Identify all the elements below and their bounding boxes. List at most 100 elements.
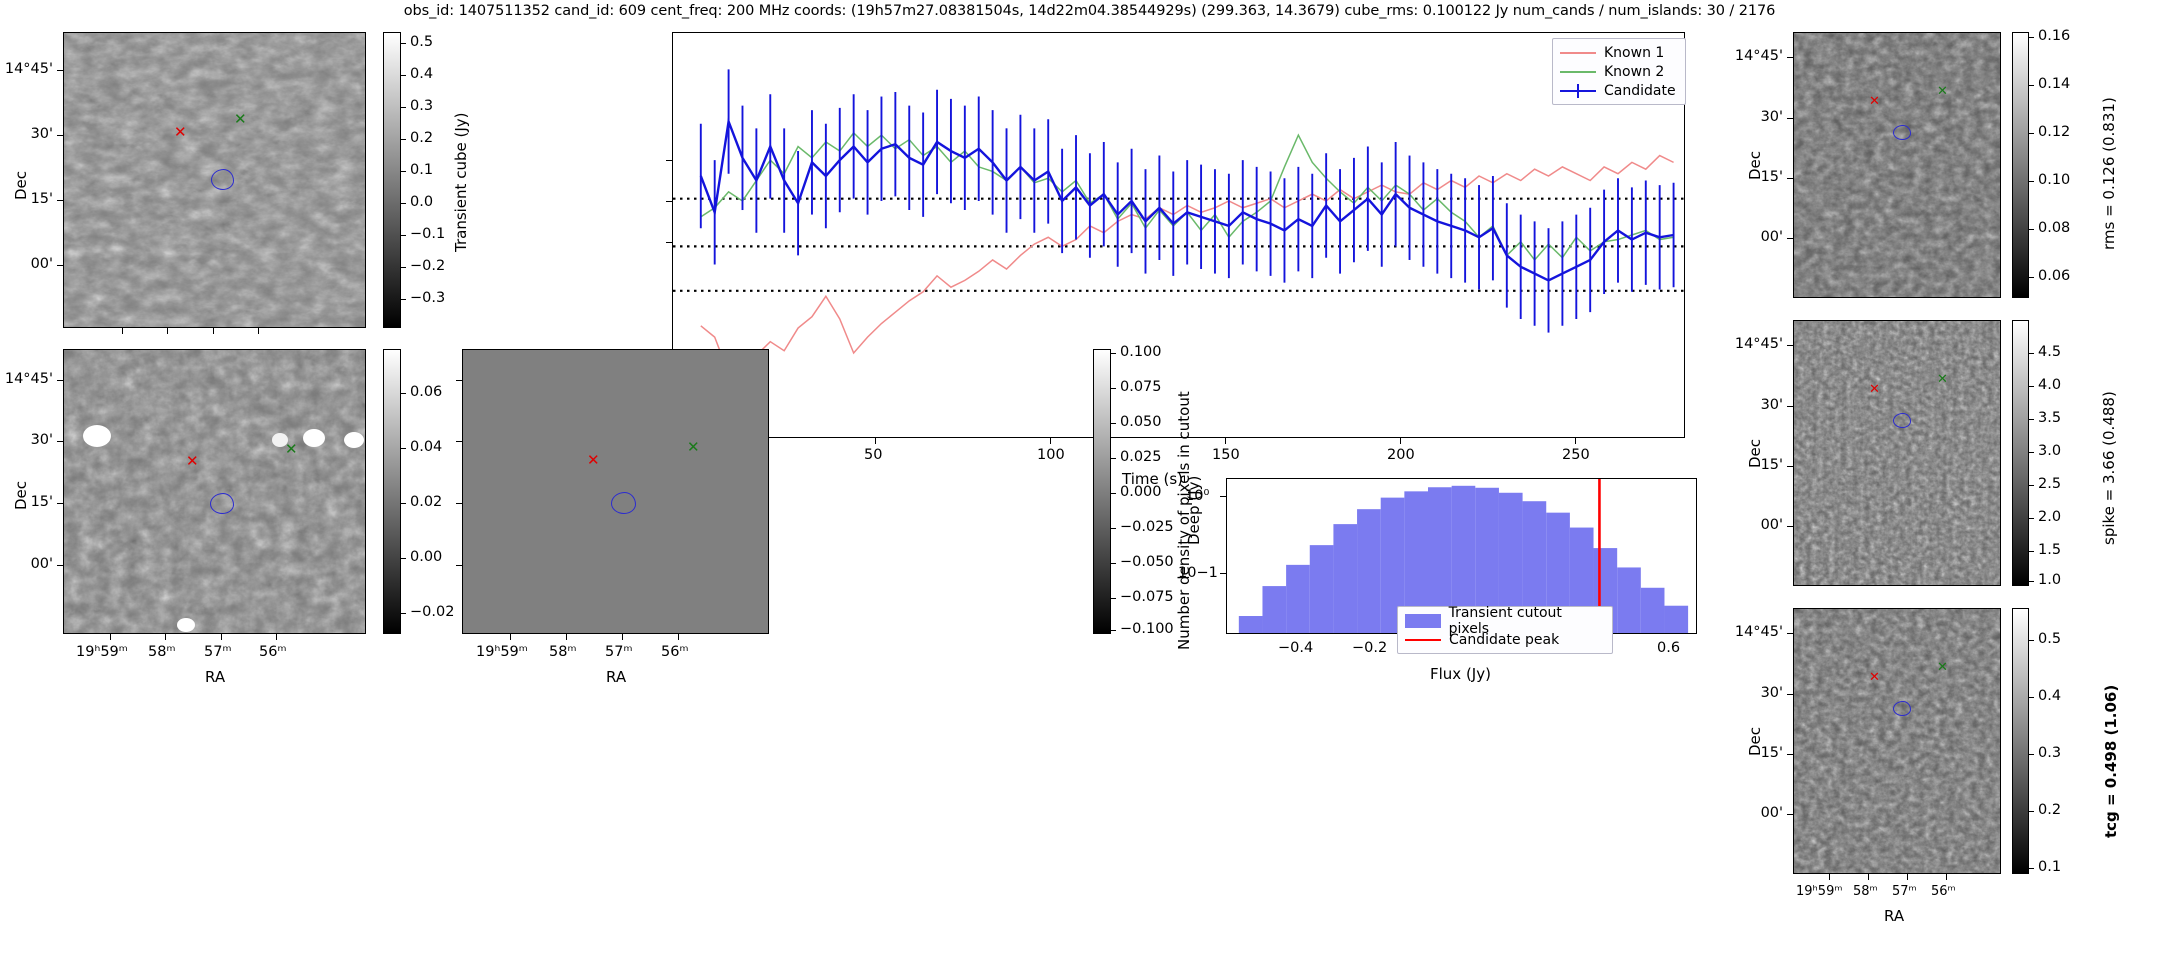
- tick: [2029, 452, 2034, 454]
- rms-cbtick-2: 0.12: [2038, 124, 2071, 140]
- lightcurve-legend[interactable]: Known 1 Known 2 Candidate: [1552, 38, 1686, 105]
- tick: [678, 634, 680, 640]
- transient-cube-cbtick-0: 0.5: [410, 34, 434, 50]
- transient-cube-image[interactable]: ✕ ✕: [63, 32, 366, 328]
- spike-cbtick-6: 1.5: [2038, 542, 2062, 558]
- lightcurve-axes[interactable]: [672, 32, 1685, 438]
- tick: [2029, 581, 2034, 583]
- tick: [165, 634, 167, 640]
- deep-image[interactable]: ✕ ✕: [462, 349, 769, 634]
- transient-cube-ylabel: Dec: [12, 170, 30, 200]
- tcg-ytick-0: 14°45': [1734, 624, 1783, 640]
- tick: [1787, 526, 1793, 528]
- legend-item-candidate: Candidate: [1560, 81, 1678, 100]
- tick: [1787, 118, 1793, 120]
- gleam-colorbar: [383, 349, 401, 634]
- rms-cbtick-5: 0.06: [2038, 268, 2071, 284]
- tick: [401, 299, 406, 301]
- gleam-xtick-0: 19ʰ59ᵐ: [76, 644, 128, 660]
- legend-label-known1: Known 1: [1604, 44, 1665, 61]
- legend-label-candidate: Candidate: [1604, 82, 1676, 99]
- tcg-map-image[interactable]: ✕ ✕: [1793, 608, 2001, 874]
- tcg-xlabel: RA: [1884, 907, 1905, 925]
- tick: [2029, 277, 2034, 279]
- histogram-ylabel: Number density of pixels in cutout: [1175, 391, 1193, 650]
- tick: [1111, 528, 1116, 530]
- tick: [2029, 640, 2034, 642]
- tcg-cbtick-4: 0.1: [2038, 859, 2062, 875]
- spike-map-image[interactable]: ✕ ✕: [1793, 320, 2001, 586]
- tick: [401, 107, 406, 109]
- tick: [1787, 814, 1793, 816]
- rms-noise: [1794, 33, 2000, 297]
- island-outline: [1893, 701, 1911, 716]
- transient-cube-cbtick-4: 0.1: [410, 162, 434, 178]
- known1-marker-red: ✕: [186, 452, 199, 470]
- tick: [1787, 345, 1793, 347]
- tick: [1111, 630, 1116, 632]
- gleam-xlabel: RA: [205, 668, 226, 686]
- deep-cbtick-7: −0.075: [1120, 589, 1174, 605]
- transient-cube-ytick-0: 14°45': [4, 61, 53, 77]
- rms-cbtick-3: 0.10: [2038, 172, 2071, 188]
- spike-cbtick-5: 2.0: [2038, 509, 2062, 525]
- gleam-cbtick-3: 0.00: [410, 549, 443, 565]
- gleam-noise: [64, 350, 365, 633]
- tick: [456, 503, 462, 505]
- spike-cbtick-7: 1.0: [2038, 572, 2062, 588]
- transient-cube-cbtick-5: 0.0: [410, 194, 434, 210]
- tcg-ytick-3: 00': [1760, 805, 1783, 821]
- transient-cube-cbtick-6: −0.1: [410, 226, 446, 242]
- gleam-ytick-2: 15': [30, 494, 53, 510]
- flux-histogram-plot: [1238, 479, 1689, 633]
- tick: [258, 328, 260, 334]
- tick: [1787, 466, 1793, 468]
- rms-colorbar: [2012, 32, 2029, 298]
- transient-cube-ytick-2: 15': [30, 191, 53, 207]
- known2-marker-green: ✕: [285, 440, 298, 458]
- spike-colorbar: [2012, 320, 2029, 586]
- transient-cube-ytick-1: 30': [30, 126, 53, 142]
- hist-xtick-1: −0.2: [1352, 640, 1388, 656]
- tick: [57, 503, 63, 505]
- spike-ytick-3: 00': [1760, 517, 1783, 533]
- tick: [456, 565, 462, 567]
- tcg-xtick-0: 19ʰ59ᵐ: [1796, 884, 1843, 899]
- histogram-axes[interactable]: [1226, 478, 1697, 634]
- candidate-errorbar-icon: [1560, 83, 1596, 98]
- deep-xtick-3: 56ᵐ: [661, 644, 689, 660]
- tick: [1787, 57, 1793, 59]
- tick: [1400, 438, 1402, 444]
- rms-cbtick-4: 0.08: [2038, 220, 2071, 236]
- rms-map-image[interactable]: ✕ ✕: [1793, 32, 2001, 298]
- lightcurve-xtick-3: 150: [1212, 447, 1240, 463]
- tcg-ytick-2: 15': [1760, 745, 1783, 761]
- tick: [57, 200, 63, 202]
- tcg-cbtick-2: 0.3: [2038, 745, 2062, 761]
- known1-marker-red: ✕: [1869, 382, 1880, 397]
- tick: [666, 160, 672, 162]
- tick: [2029, 229, 2034, 231]
- deep-cbtick-3: 0.025: [1120, 449, 1162, 465]
- tcg-ytick-1: 30': [1760, 685, 1783, 701]
- tcg-xtick-1: 58ᵐ: [1853, 884, 1878, 899]
- gleam-cbtick-2: 0.02: [410, 494, 443, 510]
- hist-xtick-0: −0.4: [1278, 640, 1314, 656]
- rms-cbtick-1: 0.14: [2038, 76, 2071, 92]
- rms-ytick-3: 00': [1760, 229, 1783, 245]
- deep-cbtick-6: −0.050: [1120, 554, 1174, 570]
- gleam-image[interactable]: ✕ ✕: [63, 349, 366, 634]
- tick: [456, 380, 462, 382]
- island-outline: [1893, 125, 1911, 140]
- gleam-xtick-3: 56ᵐ: [259, 644, 287, 660]
- deep-xtick-1: 58ᵐ: [549, 644, 577, 660]
- histogram-legend[interactable]: Transient cutout pixels Candidate peak: [1397, 605, 1613, 654]
- tick: [276, 634, 278, 640]
- tcg-xtick-3: 56ᵐ: [1931, 884, 1956, 899]
- lightcurve-xtick-1: 50: [864, 447, 883, 463]
- tick: [1946, 874, 1948, 880]
- rms-ytick-0: 14°45': [1734, 48, 1783, 64]
- spike-cbtick-3: 3.0: [2038, 443, 2062, 459]
- gleam-ytick-3: 00': [30, 556, 53, 572]
